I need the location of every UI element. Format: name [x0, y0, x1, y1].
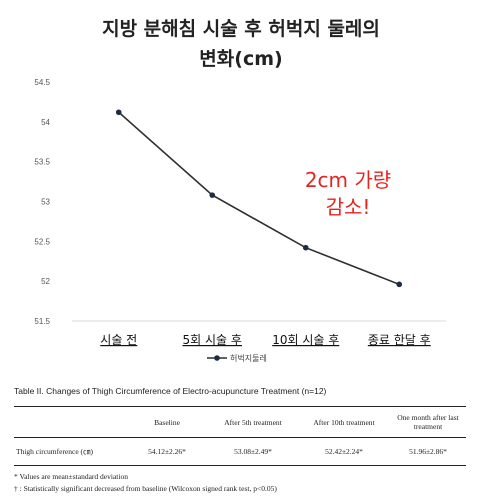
y-tick-label: 54.5 [34, 78, 50, 87]
x-tick-label: 5회 시술 후 [183, 333, 242, 347]
annotation-line1: 2cm 가량 [304, 168, 392, 192]
x-tick-label: 종료 한달 후 [368, 333, 431, 347]
table-cell-after-5th: 53.08±2.49* [234, 447, 272, 456]
table-cell-baseline: 54.12±2.26* [148, 447, 186, 456]
results-table: Baseline After 5th treatment After 10th … [14, 406, 466, 466]
series-line [118, 111, 400, 286]
table-header-row: Baseline After 5th treatment After 10th … [14, 406, 466, 438]
chart-title-line2: 변화(cm) [199, 48, 283, 70]
table-header-baseline: Baseline [154, 417, 180, 427]
table-row: Thigh circumference (㎝) 54.12±2.26* 53.0… [14, 438, 466, 466]
y-tick-label: 53 [41, 198, 50, 207]
legend-label: 허벅지둘레 [230, 353, 267, 363]
y-tick-label: 53.5 [34, 158, 50, 167]
y-tick-label: 54 [41, 118, 50, 127]
table-caption: Table II. Changes of Thigh Circumference… [14, 386, 327, 396]
y-tick-label: 52.5 [34, 237, 50, 246]
table-note-values: * Values are mean±standard deviation [14, 472, 128, 481]
table-cell-one-month: 51.96±2.86* [409, 447, 447, 456]
data-point [209, 192, 216, 198]
table-cell-after-10th: 52.42±2.24* [325, 447, 363, 456]
data-point [396, 281, 403, 288]
table-header-after-10th: After 10th treatment [313, 417, 375, 427]
y-tick-label: 51.5 [34, 317, 50, 326]
legend-marker [214, 355, 220, 361]
chart-title-line1: 지방 분해침 시술 후 허벅지 둘레의 [102, 18, 380, 40]
table-header-one-month: One month after last treatment [397, 413, 459, 431]
data-point [115, 109, 122, 116]
y-tick-label: 52 [41, 277, 50, 286]
data-point [302, 244, 309, 251]
table-note-significance: † : Statistically significant decreased … [14, 484, 277, 493]
annotation-line2: 감소! [325, 195, 371, 219]
table-header-after-5th: After 5th treatment [224, 417, 282, 427]
table-header-blank [14, 407, 126, 438]
table-row-label: Thigh circumference (㎝) [16, 447, 94, 456]
line-chart: 51.5 52 52.5 53 53.5 54 54.5 시술 전 5회 시술 후 10회 시술 … [34, 78, 446, 363]
results-table-section: Table II. Changes of Thigh Circumference… [14, 386, 466, 494]
x-tick-label: 시술 전 [100, 333, 137, 347]
x-tick-label: 10회 시술 후 [272, 333, 339, 347]
